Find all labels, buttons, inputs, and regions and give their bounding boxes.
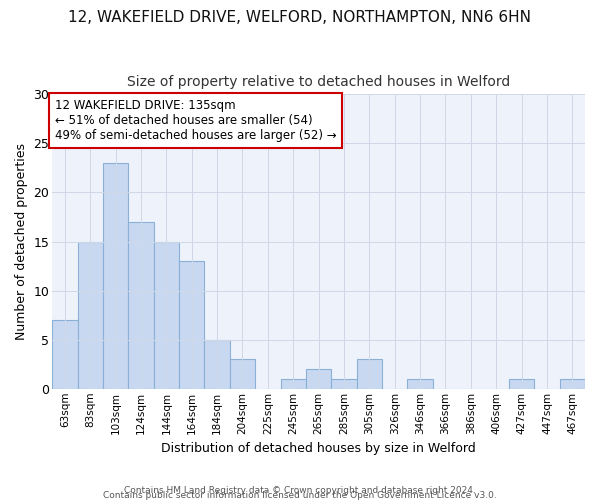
- Text: Contains public sector information licensed under the Open Government Licence v3: Contains public sector information licen…: [103, 491, 497, 500]
- Bar: [560, 379, 585, 389]
- Bar: [154, 242, 179, 389]
- Y-axis label: Number of detached properties: Number of detached properties: [15, 143, 28, 340]
- Bar: [179, 261, 205, 389]
- X-axis label: Distribution of detached houses by size in Welford: Distribution of detached houses by size …: [161, 442, 476, 455]
- Title: Size of property relative to detached houses in Welford: Size of property relative to detached ho…: [127, 75, 510, 89]
- Bar: [509, 379, 534, 389]
- Bar: [356, 360, 382, 389]
- Bar: [407, 379, 433, 389]
- Text: 12, WAKEFIELD DRIVE, WELFORD, NORTHAMPTON, NN6 6HN: 12, WAKEFIELD DRIVE, WELFORD, NORTHAMPTO…: [68, 10, 532, 25]
- Bar: [230, 360, 255, 389]
- Bar: [128, 222, 154, 389]
- Bar: [205, 340, 230, 389]
- Text: 12 WAKEFIELD DRIVE: 135sqm
← 51% of detached houses are smaller (54)
49% of semi: 12 WAKEFIELD DRIVE: 135sqm ← 51% of deta…: [55, 99, 337, 142]
- Bar: [77, 242, 103, 389]
- Bar: [103, 163, 128, 389]
- Bar: [331, 379, 356, 389]
- Bar: [306, 369, 331, 389]
- Bar: [281, 379, 306, 389]
- Text: Contains HM Land Registry data © Crown copyright and database right 2024.: Contains HM Land Registry data © Crown c…: [124, 486, 476, 495]
- Bar: [52, 320, 77, 389]
